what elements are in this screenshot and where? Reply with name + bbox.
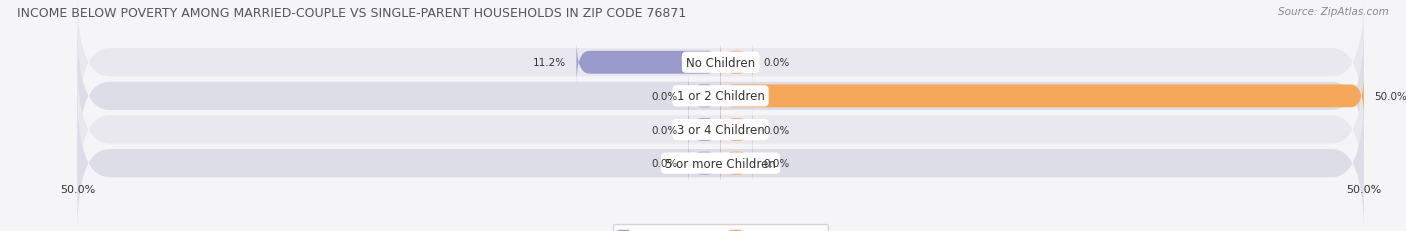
FancyBboxPatch shape — [689, 74, 721, 119]
Text: 0.0%: 0.0% — [763, 158, 789, 168]
FancyBboxPatch shape — [689, 108, 721, 152]
Text: 0.0%: 0.0% — [652, 158, 678, 168]
FancyBboxPatch shape — [721, 41, 752, 85]
FancyBboxPatch shape — [721, 141, 752, 185]
Text: 5 or more Children: 5 or more Children — [665, 157, 776, 170]
FancyBboxPatch shape — [721, 108, 752, 152]
Text: 3 or 4 Children: 3 or 4 Children — [676, 123, 765, 137]
FancyBboxPatch shape — [576, 41, 721, 85]
FancyBboxPatch shape — [689, 141, 721, 185]
Text: 50.0%: 50.0% — [1374, 91, 1406, 101]
Text: 0.0%: 0.0% — [652, 125, 678, 135]
Text: Source: ZipAtlas.com: Source: ZipAtlas.com — [1278, 7, 1389, 17]
FancyBboxPatch shape — [77, 27, 1364, 166]
FancyBboxPatch shape — [77, 94, 1364, 231]
Text: 0.0%: 0.0% — [763, 58, 789, 68]
Text: No Children: No Children — [686, 56, 755, 70]
Legend: Married Couples, Single Parents: Married Couples, Single Parents — [613, 224, 828, 231]
Text: 0.0%: 0.0% — [652, 91, 678, 101]
Text: 1 or 2 Children: 1 or 2 Children — [676, 90, 765, 103]
Text: INCOME BELOW POVERTY AMONG MARRIED-COUPLE VS SINGLE-PARENT HOUSEHOLDS IN ZIP COD: INCOME BELOW POVERTY AMONG MARRIED-COUPL… — [17, 7, 686, 20]
FancyBboxPatch shape — [77, 60, 1364, 200]
FancyBboxPatch shape — [77, 0, 1364, 133]
Text: 0.0%: 0.0% — [763, 125, 789, 135]
Text: 11.2%: 11.2% — [533, 58, 567, 68]
FancyBboxPatch shape — [721, 74, 1364, 119]
